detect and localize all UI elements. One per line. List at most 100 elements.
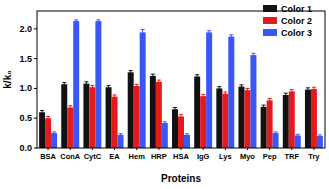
y-tick	[34, 88, 37, 89]
y-tick	[34, 28, 37, 29]
error-bar	[274, 132, 278, 134]
x-tick	[291, 148, 292, 150]
bar	[178, 116, 184, 148]
error-bar	[52, 132, 56, 134]
x-tick-label: HRP	[151, 152, 167, 161]
bar	[194, 77, 200, 148]
legend-swatch	[263, 29, 277, 36]
bar	[134, 86, 140, 148]
error-bar	[251, 53, 255, 57]
bar	[51, 133, 57, 148]
error-cap	[318, 134, 322, 135]
error-bar	[229, 35, 233, 39]
error-bar	[306, 88, 310, 92]
bar	[283, 95, 289, 148]
error-cap	[245, 88, 249, 89]
error-cap	[52, 131, 56, 132]
error-cap	[290, 89, 294, 90]
error-cap	[284, 93, 288, 94]
legend-swatch	[263, 17, 277, 24]
error-bar	[195, 75, 199, 79]
x-tick	[247, 148, 248, 150]
error-cap	[239, 84, 243, 85]
y-axis-title: k/k₀	[2, 70, 13, 88]
error-bar	[46, 116, 50, 120]
error-line	[263, 105, 264, 109]
x-axis-title: Proteins	[161, 173, 201, 184]
error-cap	[179, 114, 183, 115]
x-tick	[225, 148, 226, 150]
frame	[37, 11, 325, 148]
bar	[295, 135, 301, 148]
bar	[162, 123, 168, 148]
error-cap	[46, 116, 50, 117]
error-cap	[96, 19, 100, 20]
legend-label: Color 2	[281, 16, 312, 26]
error-cap	[84, 81, 88, 82]
error-line	[225, 92, 226, 96]
y-tick	[34, 148, 37, 149]
x-tick	[313, 148, 314, 150]
x-tick-label: ConA	[60, 152, 81, 161]
error-line	[86, 82, 87, 86]
error-cap	[217, 86, 221, 87]
error-line	[42, 110, 43, 114]
error-bar	[245, 88, 249, 92]
bar	[305, 90, 311, 148]
x-tick	[70, 148, 71, 150]
x-tick-label: IgG	[197, 152, 210, 161]
error-line	[313, 87, 314, 91]
x-tick-label: Try	[308, 152, 320, 161]
bar	[67, 107, 73, 148]
bar	[118, 135, 124, 148]
error-cap	[207, 30, 211, 31]
bar	[95, 21, 101, 148]
x-tick-label: Myo	[240, 152, 255, 161]
error-line	[158, 80, 159, 84]
error-cap	[185, 133, 189, 134]
error-line	[307, 88, 308, 92]
error-cap	[229, 34, 233, 35]
bar	[156, 82, 162, 148]
bar	[73, 21, 79, 148]
x-tick	[114, 148, 115, 150]
x-tick	[92, 148, 93, 150]
error-line	[48, 116, 49, 120]
bar	[216, 88, 222, 148]
error-cap	[268, 98, 272, 99]
x-tick-label: EA	[109, 152, 120, 161]
error-bar	[163, 122, 167, 124]
error-bar	[151, 74, 155, 78]
error-bar	[217, 87, 221, 91]
error-bar	[268, 99, 272, 103]
error-bar	[62, 82, 66, 86]
error-line	[219, 87, 220, 91]
y-tick-label: 0.5	[19, 113, 32, 123]
bar	[106, 87, 112, 148]
legend-label: Color 3	[281, 28, 312, 38]
legend-swatch	[263, 5, 277, 12]
error-bar	[262, 105, 266, 109]
bar	[150, 76, 156, 148]
error-line	[142, 29, 143, 35]
bar	[128, 72, 134, 148]
error-line	[181, 115, 182, 119]
x-tick	[48, 148, 49, 150]
error-line	[136, 84, 137, 88]
error-bar	[135, 84, 139, 88]
error-line	[231, 35, 232, 39]
bar	[238, 87, 244, 148]
error-cap	[312, 87, 316, 88]
x-tick-label: CytC	[84, 152, 102, 161]
x-tick-label: Hem	[129, 152, 146, 161]
error-cap	[163, 121, 167, 122]
error-cap	[62, 82, 66, 83]
error-cap	[129, 70, 133, 71]
error-cap	[223, 92, 227, 93]
error-bar	[312, 87, 316, 91]
error-cap	[195, 74, 199, 75]
x-tick-label: Pep	[263, 152, 277, 161]
error-cap	[135, 84, 139, 85]
error-bar	[284, 93, 288, 97]
error-bar	[207, 31, 211, 35]
